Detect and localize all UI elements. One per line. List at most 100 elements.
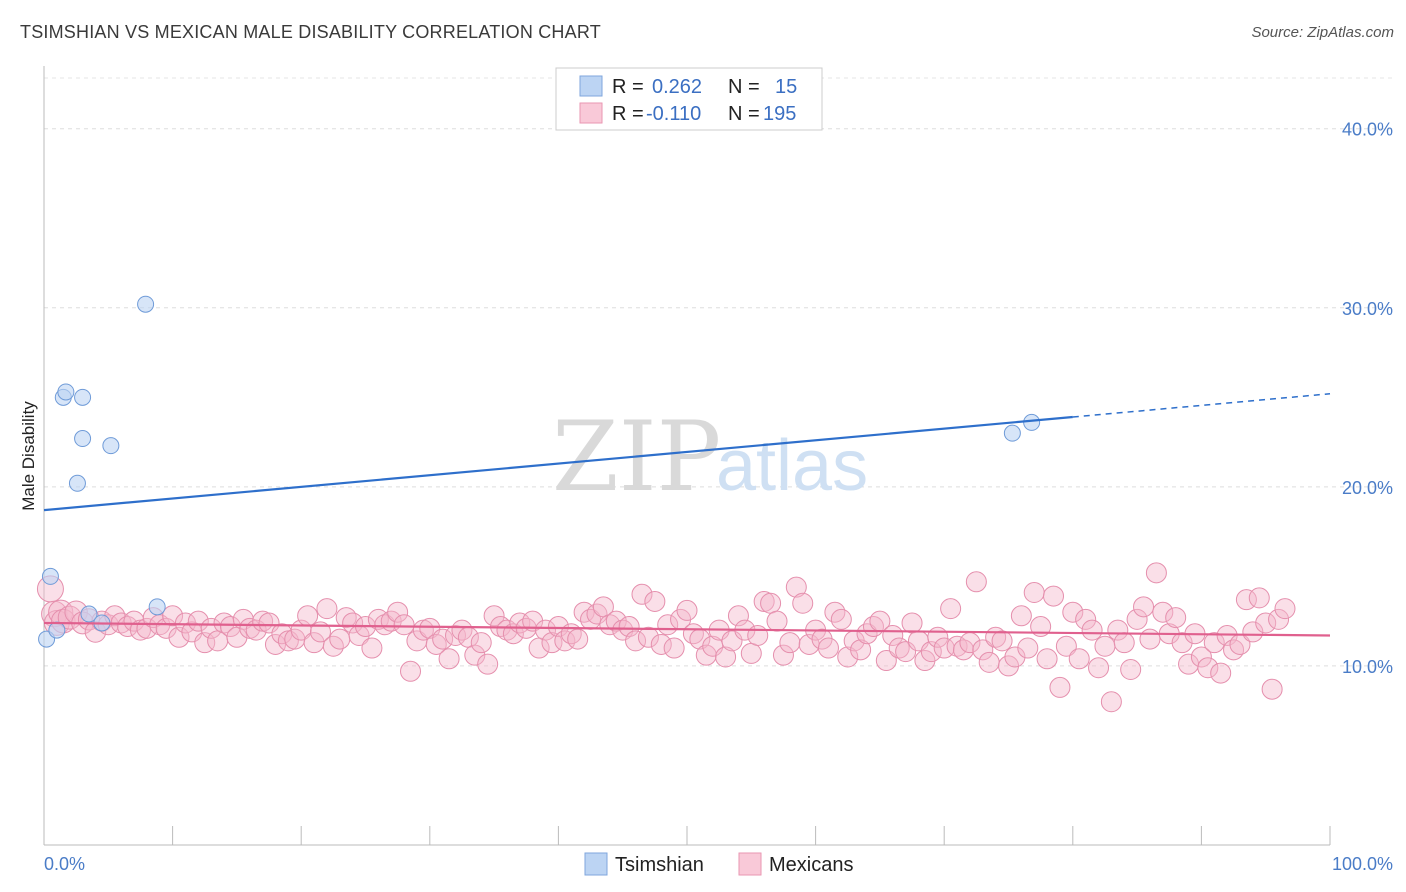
mexicans-point	[1274, 598, 1296, 620]
mexicans-point	[1107, 619, 1129, 641]
mexicans-point	[599, 614, 621, 636]
mexicans-point	[1133, 596, 1155, 618]
bottom-swatch-tsimshian	[584, 852, 608, 876]
tsimshian-point	[48, 621, 66, 639]
legend-r-label-2: R =	[612, 103, 644, 125]
bottom-swatch-mexicans	[738, 852, 762, 876]
y-tick-label: 30.0%	[1342, 299, 1393, 319]
mexicans-point	[1081, 619, 1103, 641]
mexicans-point	[978, 651, 1000, 673]
mexicans-point	[766, 610, 788, 632]
watermark-atlas: atlas	[716, 426, 868, 506]
tsimshian-point	[1023, 413, 1041, 431]
tsimshian-point	[102, 437, 120, 455]
mexicans-point	[1043, 585, 1065, 607]
bottom-legend-mexicans: Mexicans	[769, 854, 853, 876]
legend-r-value-1: 0.262	[652, 76, 702, 98]
legend-n-label-2: N =	[728, 103, 760, 125]
legend-n-value-2: 195	[763, 103, 796, 125]
mexicans-point	[1152, 601, 1174, 623]
mexicans-point	[946, 635, 968, 657]
mexicans-point	[965, 571, 987, 593]
mexicans-point	[477, 653, 499, 675]
mexicans-trend-line	[43, 621, 1331, 637]
mexicans-point	[1017, 637, 1039, 659]
mexicans-point	[1100, 691, 1122, 713]
mexicans-point	[470, 632, 492, 654]
mexicans-point	[162, 605, 184, 627]
mexicans-point	[850, 639, 872, 661]
mexicans-point	[888, 637, 910, 659]
mexicans-series	[36, 562, 1296, 713]
mexicans-point	[502, 623, 524, 645]
mexicans-point	[772, 644, 794, 666]
mexicans-point	[1049, 676, 1071, 698]
mexicans-point	[875, 650, 897, 672]
mexicans-point	[393, 614, 415, 636]
mexicans-point	[663, 637, 685, 659]
mexicans-point	[625, 630, 647, 652]
mexicans-point	[1255, 612, 1277, 634]
mexicans-point	[1210, 662, 1232, 684]
mexicans-point	[483, 605, 505, 627]
mexicans-point	[817, 637, 839, 659]
legend-n-label-1: N =	[728, 76, 760, 98]
mexicans-point	[1248, 587, 1270, 609]
mexicans-point	[200, 617, 222, 639]
mexicans-point	[1023, 582, 1045, 604]
mexicans-point	[1261, 678, 1283, 700]
mexicans-point	[374, 614, 396, 636]
mexicans-point	[1113, 632, 1135, 654]
mexicans-point	[168, 626, 190, 648]
legend-swatch-mexicans	[579, 102, 603, 124]
tsimshian-point	[74, 388, 92, 406]
mexicans-point	[727, 605, 749, 627]
tsimshian-point	[68, 474, 86, 492]
tsimshian-point	[74, 430, 92, 448]
mexicans-point	[901, 612, 923, 634]
y-tick-label: 20.0%	[1342, 478, 1393, 498]
mexicans-point	[785, 576, 807, 598]
mexicans-point	[637, 626, 659, 648]
axes	[43, 66, 1331, 846]
mexicans-point	[535, 619, 557, 641]
mexicans-point	[438, 648, 460, 670]
mexicans-point	[316, 598, 338, 620]
mexicans-point	[1145, 562, 1167, 584]
mexicans-point	[309, 621, 331, 643]
legend-r-label-1: R =	[612, 76, 644, 98]
mexicans-point	[1036, 648, 1058, 670]
mexicans-point	[940, 598, 962, 620]
tsimshian-point	[57, 383, 75, 401]
mexicans-point	[432, 628, 454, 650]
mexicans-point	[1197, 657, 1219, 679]
y-tick-label: 10.0%	[1342, 657, 1393, 677]
mexicans-point	[837, 646, 859, 668]
mexicans-point	[1268, 608, 1290, 630]
bottom-legend-tsimshian: Tsimshian	[615, 854, 704, 876]
mexicans-point	[547, 616, 569, 638]
mexicans-point	[972, 639, 994, 661]
mexicans-point	[792, 592, 814, 614]
mexicans-point	[991, 630, 1013, 652]
mexicans-point	[1094, 635, 1116, 657]
mexicans-point	[1068, 648, 1090, 670]
mexicans-point	[676, 599, 698, 621]
mexicans-point	[1120, 659, 1142, 681]
legend-r-value-2: -0.110	[646, 103, 701, 125]
tsimshian-point	[148, 598, 166, 616]
mexicans-point	[496, 619, 518, 641]
mexicans-point	[264, 633, 286, 655]
mexicans-point	[1055, 635, 1077, 657]
tsimshian-point	[1003, 424, 1021, 442]
chart-title: TSIMSHIAN VS MEXICAN MALE DISABILITY COR…	[20, 22, 601, 42]
mexicans-point	[297, 605, 319, 627]
mexicans-point	[1126, 608, 1148, 630]
mexicans-point	[920, 641, 942, 663]
tsimshian-trend-extension	[1072, 392, 1331, 418]
mexicans-point	[329, 628, 351, 650]
source-label: Source: ZipAtlas.com	[1251, 24, 1394, 41]
mexicans-point	[1171, 632, 1193, 654]
mexicans-point	[740, 642, 762, 664]
